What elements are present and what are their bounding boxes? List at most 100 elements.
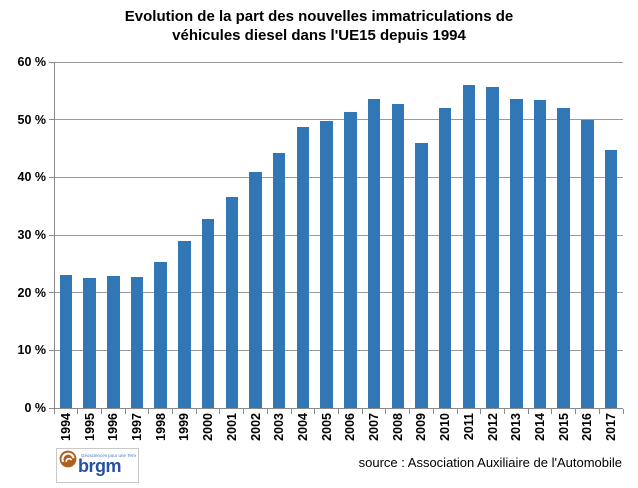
- x-axis-label-1998: 1998: [153, 413, 168, 441]
- bar-2006: [344, 112, 357, 408]
- bar-2001: [225, 196, 239, 408]
- x-axis-tick-18: [480, 409, 482, 414]
- x-axis-label-2004: 2004: [295, 413, 310, 441]
- gridline-50: [54, 119, 623, 121]
- x-axis-label-2015: 2015: [556, 413, 571, 441]
- bar-2008: [391, 103, 405, 408]
- x-axis-label-2010: 2010: [438, 413, 453, 441]
- x-axis-tick-15: [409, 409, 411, 414]
- x-axis-label-2006: 2006: [343, 413, 358, 441]
- x-axis-tick-8: [243, 409, 245, 414]
- x-axis-label-2002: 2002: [248, 413, 263, 441]
- bar-1997: [130, 277, 144, 408]
- x-axis-label-2003: 2003: [272, 413, 287, 441]
- bar-2013: [510, 98, 523, 408]
- x-axis-tick-5: [172, 409, 174, 414]
- y-axis-label-50: 50 %: [17, 112, 47, 127]
- x-axis-tick-6: [195, 409, 197, 414]
- bar-2000: [201, 219, 215, 408]
- bar-2017: [604, 150, 618, 408]
- bar-2010: [438, 108, 452, 408]
- bar-1998: [154, 262, 167, 408]
- y-axis-label-0: 0 %: [24, 401, 46, 415]
- bar-2005: [320, 120, 333, 408]
- x-axis-tick-10: [290, 409, 292, 414]
- x-axis-tick-0: [53, 409, 55, 414]
- brgm-logo: Géosciences pour une Terre durable brgm: [56, 448, 139, 483]
- x-axis-label-2014: 2014: [533, 413, 548, 441]
- chart-title: Evolution de la part des nouvelles immat…: [0, 7, 638, 45]
- gridline-30: [54, 234, 623, 236]
- x-axis-tick-1: [77, 409, 79, 414]
- gridline-20: [54, 292, 623, 294]
- x-axis-tick-21: [551, 409, 553, 414]
- bar-2004: [296, 126, 310, 408]
- x-axis-label-2016: 2016: [580, 413, 595, 441]
- y-axis-tick-10: [49, 349, 54, 351]
- x-axis-line: [54, 408, 623, 409]
- x-axis-tick-19: [503, 409, 505, 414]
- x-axis-tick-16: [432, 409, 434, 414]
- x-axis-label-1996: 1996: [106, 413, 121, 441]
- gridline-40: [54, 176, 623, 178]
- gridline-10: [54, 349, 623, 351]
- x-axis-label-2001: 2001: [224, 413, 239, 441]
- bar-2002: [249, 172, 262, 408]
- x-axis-tick-17: [456, 409, 458, 414]
- bar-2003: [272, 153, 286, 408]
- y-axis-line: [54, 62, 55, 409]
- y-axis-label-30: 30 %: [17, 228, 47, 242]
- y-axis-tick-30: [49, 234, 54, 236]
- x-axis-label-2013: 2013: [509, 413, 524, 441]
- y-axis-tick-40: [49, 176, 54, 178]
- bar-2014: [533, 100, 547, 408]
- chart-title-line1: Evolution de la part des nouvelles immat…: [124, 8, 514, 25]
- x-axis-label-2009: 2009: [414, 413, 429, 441]
- x-axis-tick-24: [622, 409, 624, 414]
- brgm-logo-icon: [59, 450, 77, 468]
- bar-2009: [415, 142, 428, 408]
- bar-2011: [462, 85, 476, 408]
- y-axis-tick-0: [49, 407, 54, 409]
- x-axis-label-1994: 1994: [58, 413, 73, 441]
- x-axis-tick-9: [266, 409, 268, 414]
- brgm-wordmark: brgm: [78, 456, 122, 476]
- y-axis-label-60: 60 %: [17, 55, 47, 69]
- bar-1995: [83, 278, 96, 408]
- bar-1996: [107, 275, 120, 408]
- x-axis-label-2000: 2000: [201, 413, 216, 441]
- x-axis-tick-7: [219, 409, 221, 414]
- x-axis-label-2011: 2011: [461, 413, 476, 441]
- x-axis-tick-22: [575, 409, 577, 414]
- x-axis-tick-12: [338, 409, 339, 414]
- bar-1994: [59, 275, 73, 408]
- x-axis-label-2005: 2005: [319, 413, 334, 441]
- x-axis-label-2007: 2007: [367, 413, 382, 441]
- chart-title-line2: véhicules diesel dans l'UE15 depuis 1994: [172, 27, 466, 44]
- bar-2012: [486, 86, 499, 408]
- brgm-slogan: Géosciences pour une Terre durable: [81, 453, 136, 458]
- y-axis-label-20: 20 %: [17, 285, 47, 300]
- y-axis-tick-60: [49, 61, 54, 63]
- x-axis-tick-3: [124, 409, 126, 414]
- y-axis-tick-20: [49, 292, 54, 294]
- gridline-60: [54, 61, 623, 63]
- x-axis-tick-20: [527, 409, 529, 414]
- x-axis-tick-2: [100, 409, 102, 414]
- y-axis-label-10: 10 %: [17, 343, 47, 358]
- source-caption: source : Association Auxiliaire de l'Aut…: [358, 455, 622, 470]
- y-axis-tick-50: [49, 119, 54, 121]
- bar-1999: [178, 240, 191, 408]
- bar-2016: [581, 119, 594, 408]
- y-axis-label-40: 40 %: [17, 170, 47, 185]
- x-axis-label-2017: 2017: [604, 413, 619, 441]
- x-axis-tick-4: [148, 409, 150, 414]
- x-axis-label-1995: 1995: [82, 413, 97, 441]
- x-axis-label-1999: 1999: [177, 413, 192, 441]
- x-axis-label-1997: 1997: [129, 413, 144, 441]
- plot-area: 0 % 10 % 20 % 30 % 40 % 50 % 60 % 1994 1995 1996 1…: [18, 55, 624, 441]
- x-axis-label-2012: 2012: [485, 413, 500, 441]
- bar-2015: [557, 108, 570, 408]
- x-axis-label-2008: 2008: [390, 413, 405, 441]
